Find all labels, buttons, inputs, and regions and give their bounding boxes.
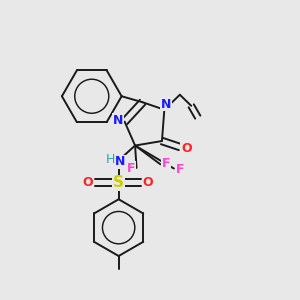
Text: N: N <box>160 98 171 111</box>
Text: F: F <box>162 157 170 169</box>
Text: F: F <box>176 163 184 176</box>
Text: F: F <box>127 162 135 175</box>
Text: O: O <box>83 176 94 189</box>
Text: S: S <box>113 175 124 190</box>
Text: H: H <box>106 153 116 166</box>
Text: O: O <box>181 142 192 155</box>
Text: N: N <box>115 155 126 168</box>
Text: N: N <box>113 114 123 127</box>
Text: O: O <box>142 176 153 189</box>
